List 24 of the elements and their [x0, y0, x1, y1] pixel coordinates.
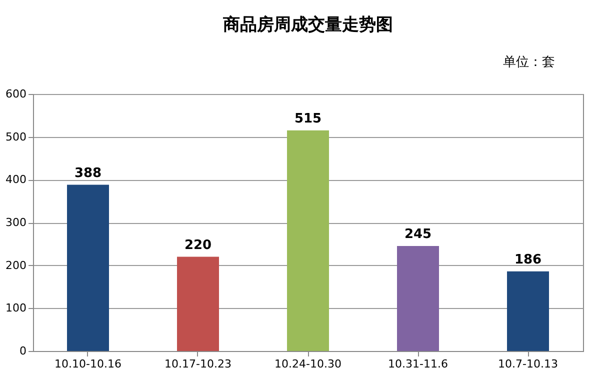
x-tick-label: 10.7-10.13	[498, 358, 558, 370]
chart-title: 商品房周成交量走势图	[222, 15, 393, 35]
x-tick-label: 10.17-10.23	[164, 358, 232, 370]
x-tick-label: 10.10-10.16	[54, 358, 122, 370]
text: 单位：套	[503, 55, 555, 70]
data-label: 186	[514, 252, 542, 268]
bar	[287, 130, 329, 351]
bar	[397, 246, 439, 351]
bar	[177, 256, 219, 351]
data-label: 515	[294, 111, 322, 126]
y-tick-label: 200	[6, 258, 26, 272]
data-label: 245	[404, 227, 432, 242]
y-tick-label: 300	[6, 216, 26, 229]
data-label: 220	[184, 238, 212, 253]
y-tick-label: 500	[6, 130, 26, 144]
bar	[67, 184, 109, 351]
y-tick-label: 600	[6, 88, 26, 100]
y-tick-label: 400	[6, 173, 26, 186]
bar	[507, 271, 549, 351]
y-tick-label: 0	[20, 344, 26, 358]
x-tick-label: 10.31-11.6	[388, 358, 448, 370]
y-tick-label: 100	[6, 302, 26, 315]
x-tick-label: 10.24-10.30	[274, 358, 342, 370]
data-label: 388	[74, 166, 102, 181]
